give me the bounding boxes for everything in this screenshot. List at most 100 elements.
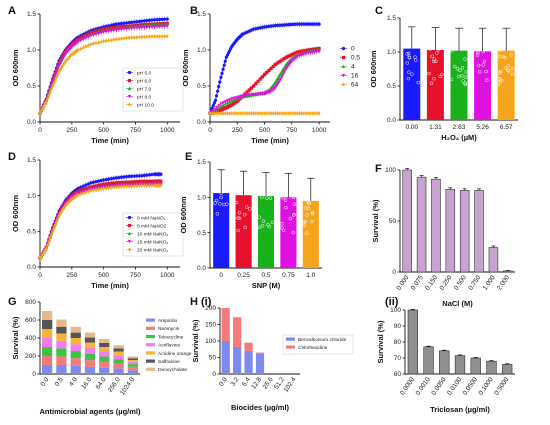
data-point <box>109 29 113 33</box>
data-point <box>313 178 318 182</box>
data-point <box>236 216 240 220</box>
data-point <box>221 179 225 184</box>
data-point <box>311 172 315 177</box>
x-tick-label: 0 <box>38 272 42 279</box>
data-point <box>306 51 310 55</box>
data-point <box>245 187 250 191</box>
data-point <box>218 188 223 193</box>
series-64 <box>208 110 321 116</box>
legend-entry: pH 10.0 <box>137 102 154 108</box>
data-point <box>284 55 288 59</box>
data-point <box>247 93 251 98</box>
bar <box>257 195 275 268</box>
data-point <box>416 80 420 85</box>
data-point <box>124 184 129 189</box>
data-point <box>104 186 108 191</box>
data-point <box>429 17 433 22</box>
legend-entry: Saffranine <box>158 359 180 365</box>
x-tick-label: 64.0 <box>95 376 108 391</box>
data-point <box>150 183 154 188</box>
y-tick-label: 100 <box>205 338 216 345</box>
data-point <box>252 84 256 88</box>
data-point <box>102 178 106 182</box>
data-point <box>91 188 96 193</box>
data-point <box>117 184 121 189</box>
legend-entry: pH 7.0 <box>137 86 151 92</box>
data-point <box>500 78 504 83</box>
x-tick-label: 0.250 <box>439 274 454 292</box>
bar <box>403 48 421 120</box>
x-tick-label: 6.57 <box>500 124 513 131</box>
data-point <box>213 201 217 205</box>
data-point <box>117 175 121 180</box>
data-point <box>135 26 139 30</box>
data-point <box>270 178 274 182</box>
data-point <box>107 38 111 43</box>
data-point <box>280 111 284 116</box>
data-point <box>221 67 225 71</box>
data-point <box>224 163 228 167</box>
data-point <box>135 174 139 178</box>
data-point <box>341 46 346 51</box>
data-point <box>155 25 159 29</box>
y-axis-label: Survival (%) <box>376 320 385 363</box>
data-point <box>312 196 317 200</box>
data-point <box>506 64 511 68</box>
data-point <box>102 186 106 191</box>
panel-H: H (i) 0 50 100 150 200 Survival (%) 0.0 3.2 6.412… <box>190 296 354 412</box>
bar-segment <box>56 365 67 374</box>
data-point <box>122 175 126 179</box>
x-tick-label: 1.0 <box>306 272 315 279</box>
data-point <box>56 216 60 221</box>
legend-entry: 5 mM NaNO2 <box>137 223 167 229</box>
data-point <box>145 19 149 23</box>
data-point <box>228 98 232 102</box>
data-point <box>260 224 265 228</box>
data-point <box>284 180 288 185</box>
bar-segment <box>42 347 53 356</box>
data-point <box>278 111 282 116</box>
x-tick-label: 0.750 <box>467 274 482 292</box>
data-point <box>238 111 243 116</box>
data-point <box>307 201 311 206</box>
data-point <box>107 185 111 190</box>
data-point <box>43 248 47 253</box>
y-tick-label: 1.5 <box>197 159 206 166</box>
data-point <box>112 28 116 33</box>
data-point <box>127 94 132 99</box>
y-tick-label: 0.5 <box>27 83 36 90</box>
data-point <box>432 57 436 61</box>
data-point <box>160 24 164 29</box>
y-axis-label: OD 600nm <box>369 50 378 87</box>
data-point <box>263 171 267 175</box>
bar-segment <box>70 358 81 366</box>
data-point <box>236 171 240 176</box>
legend-entry: Acridine orange <box>158 351 192 357</box>
data-point <box>282 161 286 166</box>
data-point <box>310 50 315 55</box>
data-point <box>158 25 162 29</box>
data-point <box>280 75 284 79</box>
data-point <box>291 172 295 177</box>
y-tick-label: 1.0 <box>27 193 36 200</box>
series-16 <box>208 48 321 116</box>
data-point <box>487 27 491 32</box>
data-point <box>68 198 73 203</box>
data-point <box>281 228 286 233</box>
data-point <box>278 73 282 77</box>
data-point <box>269 66 273 71</box>
data-point <box>282 70 286 75</box>
data-point <box>429 34 434 38</box>
data-point <box>341 55 346 60</box>
bar <box>431 178 441 273</box>
data-point <box>300 111 304 116</box>
data-point <box>510 72 515 77</box>
data-point <box>293 177 297 181</box>
data-point <box>117 22 121 26</box>
bar <box>416 176 427 273</box>
data-point <box>52 226 56 231</box>
data-point <box>107 177 111 181</box>
data-point <box>243 94 247 98</box>
data-point <box>220 71 224 75</box>
data-point <box>150 172 154 177</box>
